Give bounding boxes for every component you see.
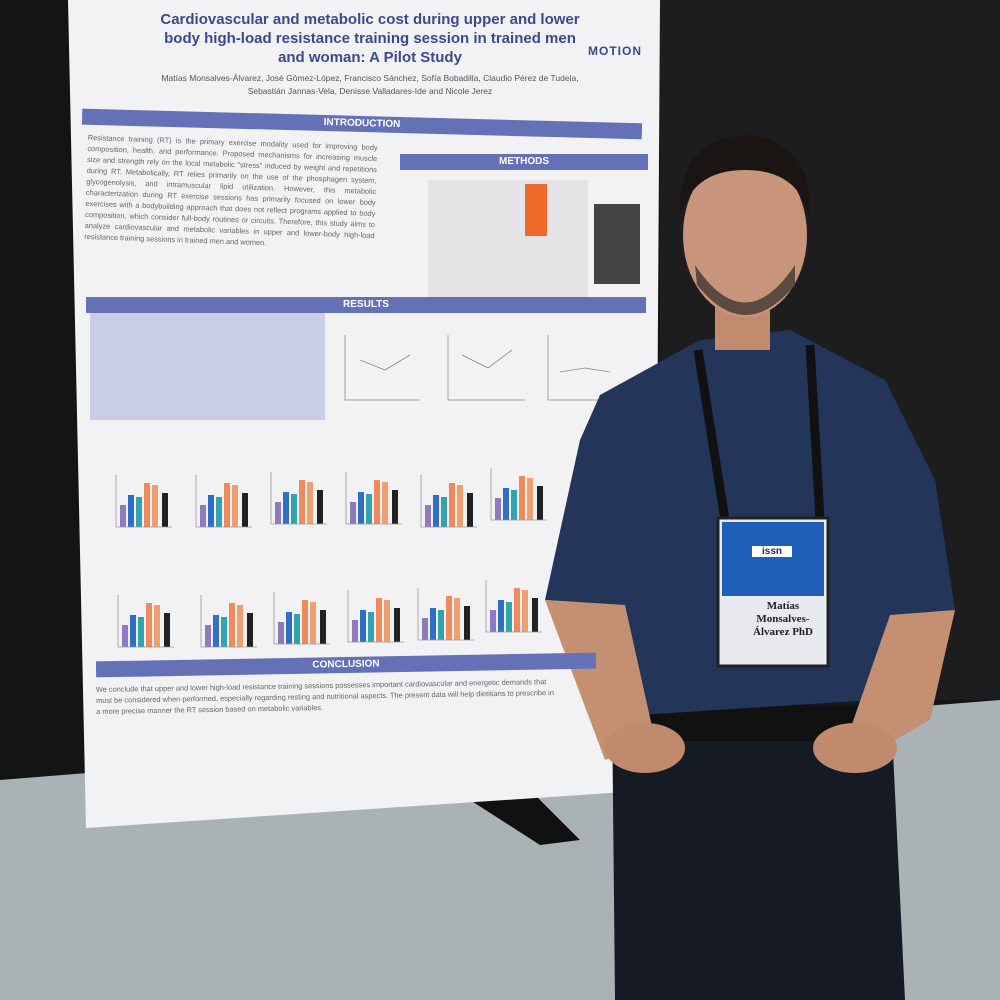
lanyard — [693, 344, 825, 521]
right-hand — [813, 723, 897, 773]
right-arm — [850, 610, 955, 760]
poster-logo: MOTION — [588, 44, 642, 58]
poster-title: Cardiovascular and metabolic cost during… — [160, 11, 580, 66]
left-hand — [605, 723, 685, 773]
diagram-box — [525, 184, 547, 236]
line-charts — [344, 335, 615, 401]
badge-name: Matías Monsalves-Álvarez PhD — [753, 600, 813, 638]
badge-org: issn — [752, 546, 792, 557]
section-heading: RESULTS — [86, 297, 646, 313]
face — [683, 153, 807, 317]
methods-diagram — [428, 180, 588, 300]
beard — [695, 265, 795, 315]
poster-authors: Matías Monsalves-Álvarez, José Gómez-Lóp… — [161, 73, 579, 96]
person — [545, 135, 955, 1000]
section-heading: METHODS — [400, 154, 648, 170]
section-text: Resistance training (RT) is the primary … — [84, 132, 378, 248]
hair — [679, 135, 811, 220]
left-arm — [545, 600, 655, 760]
table — [90, 312, 325, 420]
badge-header — [722, 522, 824, 596]
methods-photo — [594, 204, 640, 284]
